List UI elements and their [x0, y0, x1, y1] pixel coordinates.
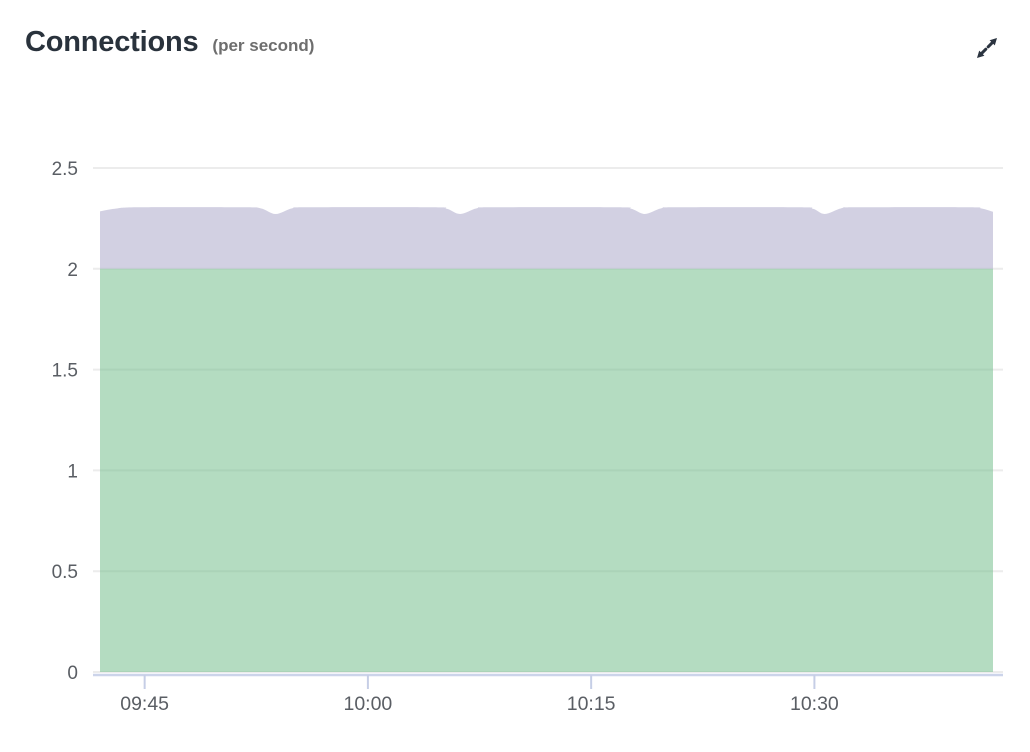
page-subtitle: (per second) — [212, 36, 315, 55]
x-axis-ticks — [143, 675, 816, 689]
svg-text:0: 0 — [67, 663, 78, 684]
expand-button[interactable] — [968, 30, 1006, 66]
svg-text:2.5: 2.5 — [52, 159, 78, 180]
svg-text:10:30: 10:30 — [790, 693, 839, 715]
svg-text:10:00: 10:00 — [343, 693, 392, 715]
panel-header: Connections (per second) — [25, 26, 1005, 59]
svg-text:2: 2 — [67, 260, 78, 281]
svg-text:09:45: 09:45 — [120, 693, 169, 715]
expand-diagonal-arrows-icon — [977, 38, 997, 58]
x-axis-labels: 09:45 10:00 10:15 10:30 — [120, 693, 839, 715]
y-axis-labels: 0 0.5 1 1.5 2 2.5 — [52, 159, 78, 684]
svg-text:0.5: 0.5 — [52, 562, 78, 583]
page-title: Connections — [25, 26, 199, 58]
svg-text:1: 1 — [67, 461, 78, 482]
svg-text:10:15: 10:15 — [567, 693, 616, 715]
series-areas — [100, 207, 993, 672]
svg-text:1.5: 1.5 — [52, 361, 78, 382]
